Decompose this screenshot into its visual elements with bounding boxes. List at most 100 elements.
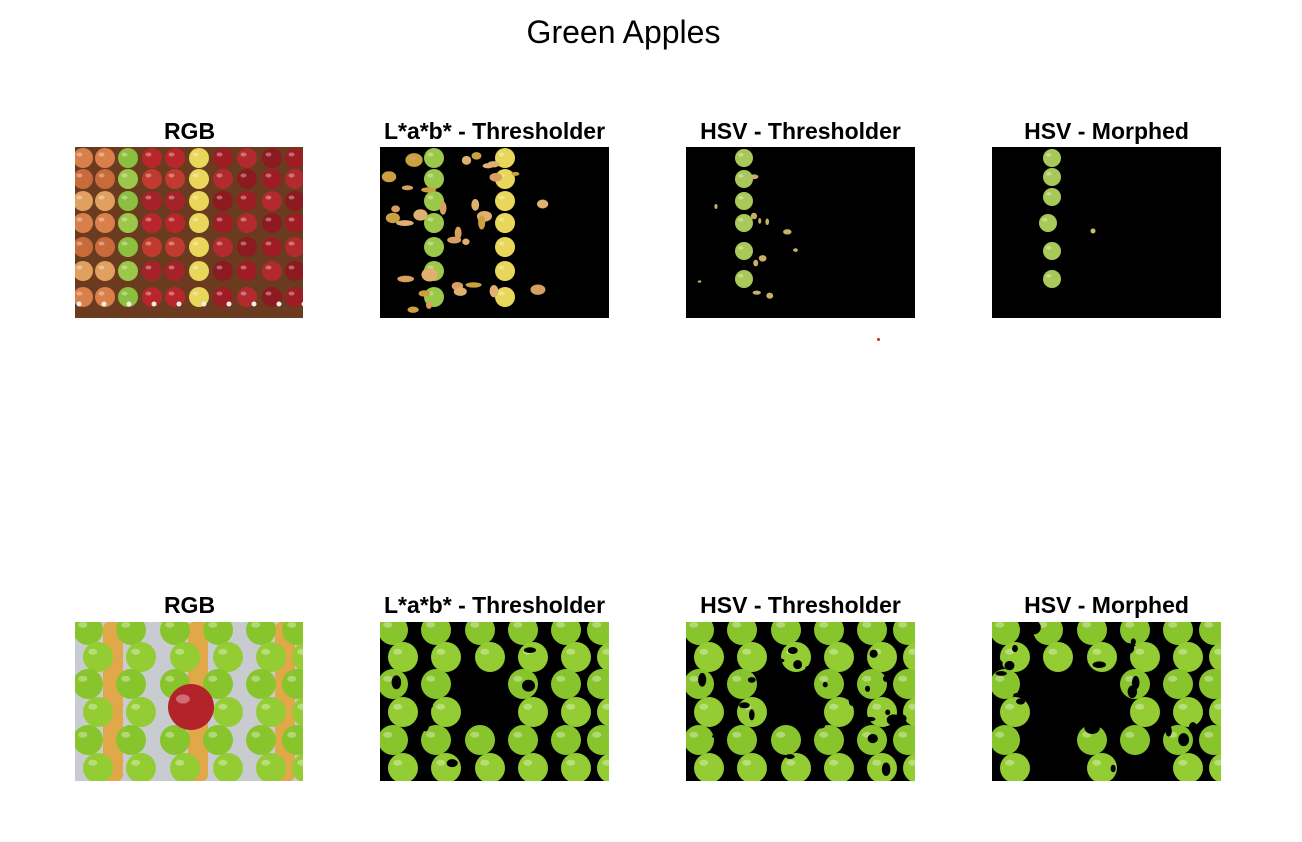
apple-shape: [495, 213, 515, 233]
apple-shape: [771, 622, 801, 645]
threshold-blob: [489, 284, 499, 298]
apple-shape: [95, 287, 115, 307]
apple-shape: [518, 753, 548, 781]
apple-shape: [118, 169, 138, 189]
apple-shape: [203, 622, 233, 645]
apple-shape: [824, 642, 854, 672]
threshold-hole: [848, 695, 856, 706]
apple-shape: [495, 148, 515, 168]
apple-shape: [597, 642, 609, 672]
peg-dot: [226, 301, 232, 307]
apple-shape: [992, 622, 1020, 645]
threshold-blob: [489, 172, 503, 182]
apple-shape: [262, 261, 282, 281]
apple-shape: [1000, 753, 1030, 781]
apple-shape: [165, 191, 185, 211]
apple-shape: [771, 725, 801, 755]
threshold-blob: [421, 187, 437, 193]
threshold-hole: [1110, 764, 1116, 773]
panel-title: L*a*b* - Thresholder: [383, 118, 606, 144]
apple-shape: [597, 697, 609, 727]
threshold-blob: [421, 267, 438, 282]
apple-shape: [518, 642, 548, 672]
threshold-hole: [867, 733, 878, 744]
threshold-blob: [752, 290, 761, 295]
apple-shape: [282, 669, 303, 699]
apple-shape: [814, 669, 844, 699]
apple-shape: [165, 287, 185, 307]
panel-title: RGB: [163, 118, 216, 144]
apple-shape: [246, 622, 276, 645]
apple-shape: [213, 642, 243, 672]
threshold-blob: [405, 153, 423, 167]
apple-shape: [1173, 753, 1203, 781]
threshold-hole: [775, 658, 785, 663]
apple-shape: [292, 642, 303, 672]
apple-shape: [495, 237, 515, 257]
apple-shape: [893, 669, 915, 699]
apple-shape: [142, 237, 162, 257]
apple-shape: [1043, 168, 1061, 186]
apple-shape: [142, 287, 162, 307]
peg-dot: [176, 301, 182, 307]
apple-shape: [1209, 697, 1221, 727]
apple-shape: [126, 642, 156, 672]
peg-dot: [151, 301, 157, 307]
panel-title: HSV - Morphed: [1024, 118, 1189, 144]
threshold-hole: [686, 698, 696, 703]
apple-shape: [189, 191, 209, 211]
apple-shape: [424, 191, 444, 211]
threshold-blob: [465, 282, 482, 288]
apple-shape: [165, 237, 185, 257]
threshold-hole: [1165, 725, 1172, 737]
threshold-hole: [422, 719, 429, 732]
apple-shape: [262, 148, 282, 168]
apple-shape: [75, 669, 103, 699]
threshold-blob: [482, 163, 494, 169]
apple-shape: [160, 725, 190, 755]
apple-shape: [735, 242, 753, 260]
threshold-hole: [522, 679, 536, 692]
apple-shape: [781, 753, 811, 781]
apple-shape: [83, 697, 113, 727]
apple-shape: [561, 642, 591, 672]
apple-shape: [551, 669, 581, 699]
apple-shape: [282, 622, 303, 645]
stray-red-dot: [877, 338, 880, 341]
apple-shape: [475, 753, 505, 781]
threshold-blob: [750, 212, 758, 220]
apple-shape: [814, 622, 844, 645]
apple-shape: [116, 669, 146, 699]
apple-shape: [424, 148, 444, 168]
apple-shape: [1173, 697, 1203, 727]
threshold-hole: [1154, 670, 1159, 680]
apple-shape: [256, 642, 286, 672]
apple-shape: [75, 725, 103, 755]
apple-shape: [380, 725, 408, 755]
image-rgb-red-apples: [75, 147, 303, 318]
apple-shape: [735, 192, 753, 210]
peg-dot: [126, 301, 132, 307]
apple-shape: [694, 753, 724, 781]
apple-shape: [903, 642, 915, 672]
apple-shape: [262, 213, 282, 233]
apple-shape: [189, 237, 209, 257]
apple-shape: [142, 148, 162, 168]
black-background: [992, 147, 1221, 318]
threshold-hole: [882, 675, 890, 682]
apple-shape: [170, 753, 200, 781]
apple-shape: [116, 622, 146, 645]
apple-shape: [285, 191, 303, 211]
apple-shape: [1000, 697, 1030, 727]
threshold-hole: [815, 723, 825, 729]
apple-shape: [262, 287, 282, 307]
threshold-blob: [401, 185, 414, 191]
apple-shape: [213, 261, 233, 281]
apple-shape: [237, 169, 257, 189]
apple-shape: [380, 622, 408, 645]
threshold-hole: [793, 660, 803, 670]
threshold-hole: [864, 716, 876, 722]
apple-shape: [95, 213, 115, 233]
threshold-hole: [446, 759, 458, 768]
threshold-blob: [418, 290, 431, 297]
